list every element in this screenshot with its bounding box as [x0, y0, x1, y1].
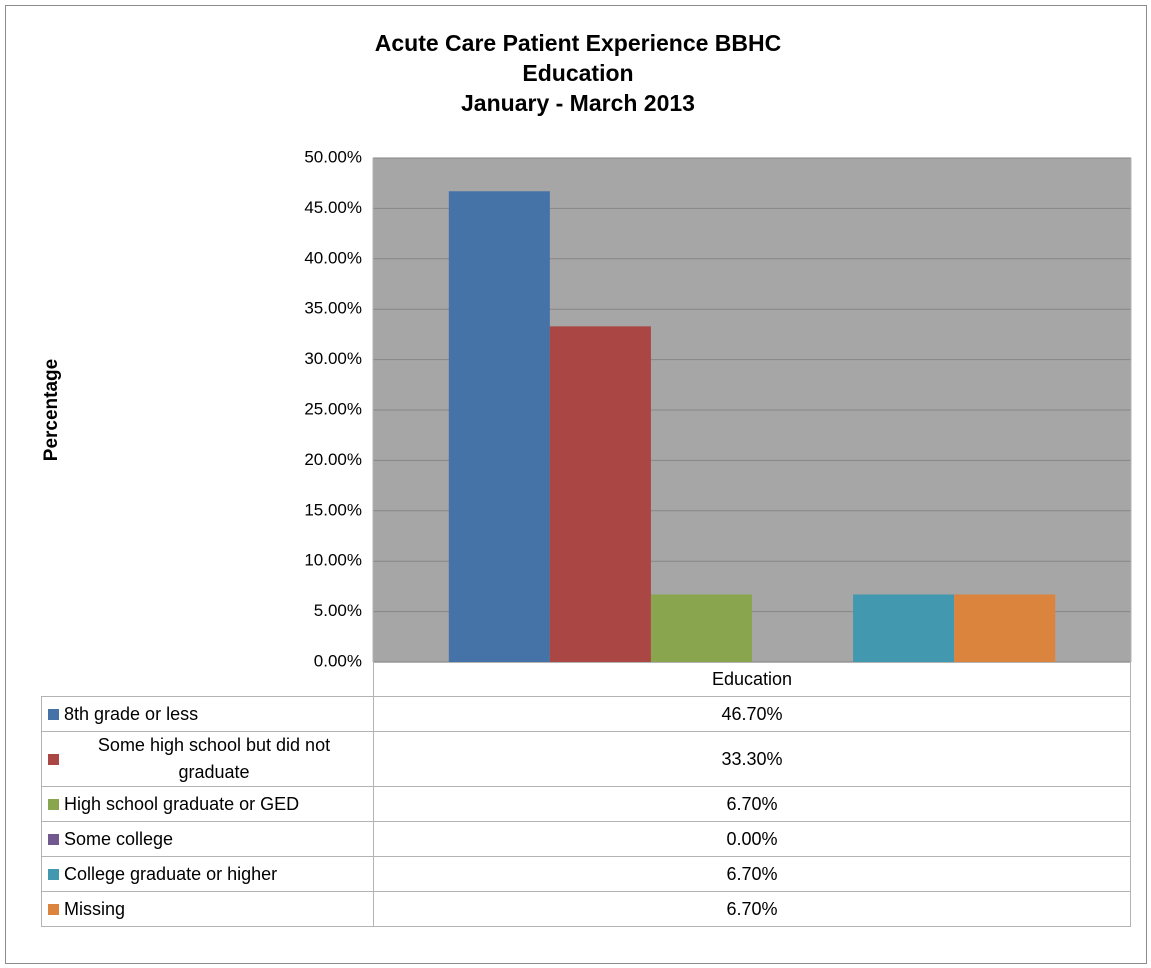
data-label: 6.70%: [373, 857, 1131, 892]
chart-title: Acute Care Patient Experience BBHC: [375, 30, 781, 56]
y-tick-label: 45.00%: [304, 198, 362, 217]
data-label: 33.30%: [373, 732, 1131, 787]
legend-key: [48, 708, 59, 720]
bar: [853, 594, 955, 662]
legend-key: [48, 868, 59, 880]
legend-key: [48, 753, 59, 765]
legend-label: Missing: [64, 898, 126, 919]
chart-title: Education: [522, 60, 633, 86]
legend-label: College graduate or higher: [64, 863, 278, 884]
bar: [650, 594, 752, 662]
legend-cell: College graduate or higher: [41, 857, 373, 892]
legend-label: High school graduate or GED: [64, 793, 300, 814]
legend-key: [48, 903, 59, 915]
y-tick-label: 20.00%: [304, 450, 362, 469]
table-corner: [41, 662, 373, 697]
y-tick-label: 50.00%: [304, 147, 362, 166]
legend-cell: Some high school but did not graduate: [41, 732, 373, 787]
y-tick-label: 40.00%: [304, 248, 362, 267]
legend-key: [48, 833, 59, 845]
chart-frame: [5, 5, 1147, 964]
data-label: 46.70%: [373, 697, 1131, 732]
legend-key: [48, 798, 59, 810]
legend-cell: Missing: [41, 892, 373, 927]
y-tick-label: 30.00%: [304, 349, 362, 368]
data-table: Education 8th grade or less 46.70% Some hig…: [41, 662, 1131, 927]
legend-cell: Some college: [41, 822, 373, 857]
legend-label: Some college: [64, 828, 174, 849]
legend-label: Some high school but did not graduate: [97, 735, 331, 782]
bar: [549, 326, 651, 662]
y-tick-label: 35.00%: [304, 299, 362, 318]
legend-cell: 8th grade or less: [41, 697, 373, 732]
chart-title: January - March 2013: [461, 90, 695, 116]
table-header: Education: [373, 662, 1131, 697]
data-label: 6.70%: [373, 787, 1131, 822]
legend-cell: High school graduate or GED: [41, 787, 373, 822]
bar: [448, 191, 550, 663]
data-label: 0.00%: [373, 822, 1131, 857]
y-tick-label: 10.00%: [304, 551, 362, 570]
y-tick-label: 0.00%: [314, 651, 362, 670]
y-tick-label: 5.00%: [314, 601, 362, 620]
bar: [954, 594, 1056, 662]
y-axis-label: Percentage: [41, 359, 62, 461]
data-label: 6.70%: [373, 892, 1131, 927]
y-tick-label: 25.00%: [304, 399, 362, 418]
y-tick-label: 15.00%: [304, 500, 362, 519]
legend-label: 8th grade or less: [64, 703, 199, 724]
